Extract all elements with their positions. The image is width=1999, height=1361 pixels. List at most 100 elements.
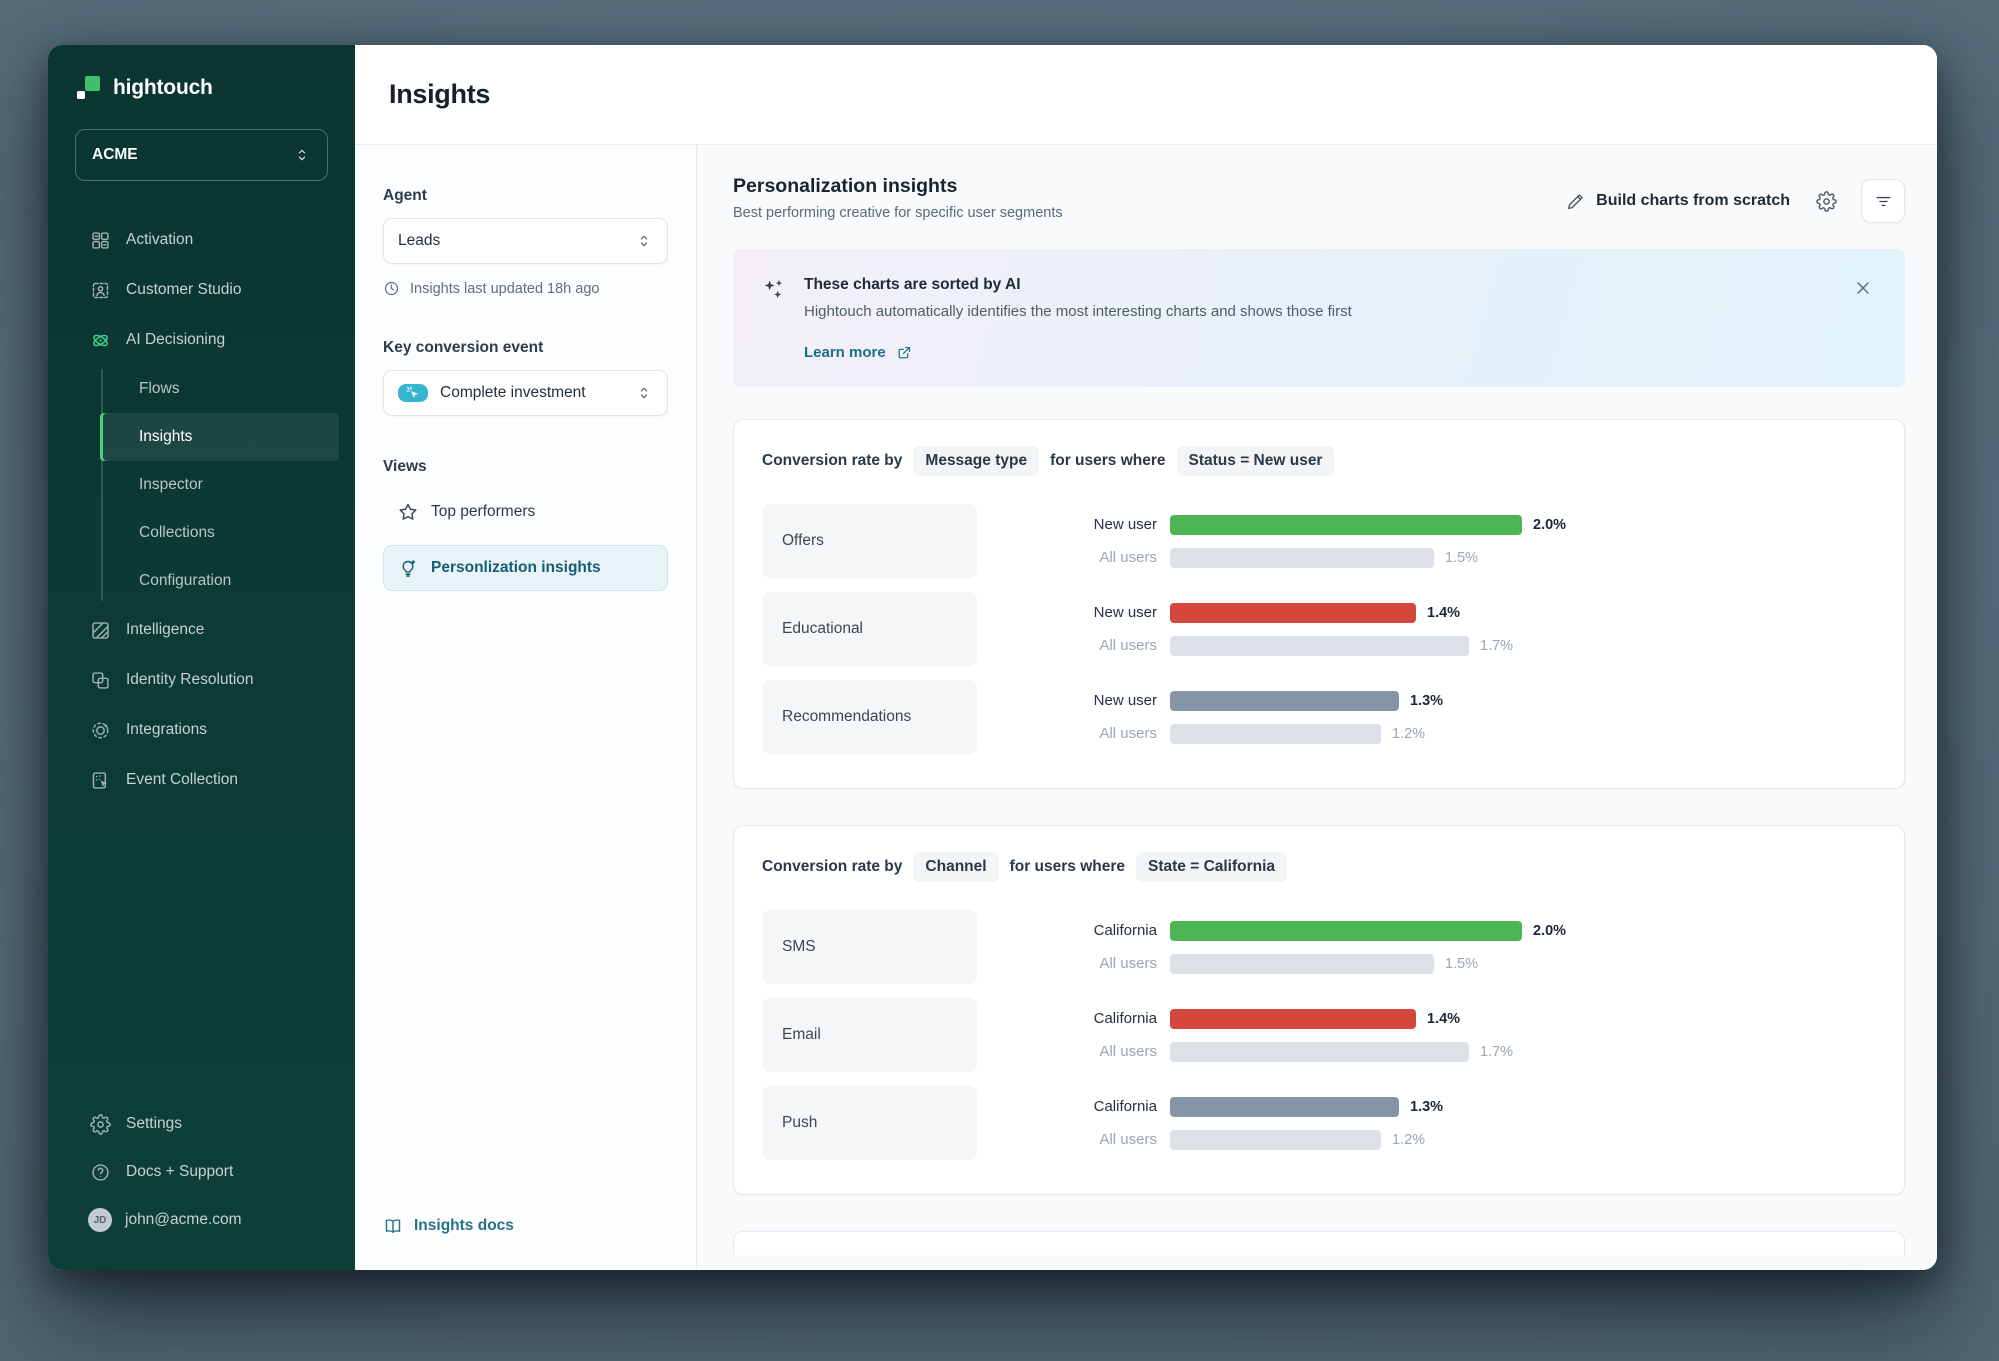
bar-value-label: 1.3% [1410, 1098, 1444, 1115]
sidebar-item-label: Event Collection [126, 771, 239, 788]
sidebar-footer: Settings Docs + Support JD john@acme.com [64, 1100, 339, 1244]
sidebar-item-customer-studio[interactable]: Customer Studio [64, 265, 339, 315]
dimension-chip[interactable]: Message type [913, 446, 1040, 476]
segment-filter-chip[interactable]: Status = New user [1176, 446, 1335, 476]
sidebar-item-docs-support[interactable]: Docs + Support [64, 1148, 339, 1196]
settings-gear-button[interactable] [1816, 190, 1837, 212]
series-label: New user [1093, 692, 1157, 709]
agent-value: Leads [398, 232, 441, 249]
sidebar-item-inspector[interactable]: Inspector [100, 461, 339, 509]
category-label: SMS [762, 910, 977, 984]
sparkles-icon [761, 277, 787, 303]
workspace-name: ACME [92, 146, 138, 163]
gear-icon [90, 1113, 111, 1135]
right-pane: Insights Agent Leads Insights last updat… [355, 45, 1937, 1270]
series-label: All users [1099, 1131, 1157, 1148]
app-window: hightouch ACME Activation Customer Studio… [48, 45, 1937, 1270]
sidebar-item-collections[interactable]: Collections [100, 509, 339, 557]
build-charts-label: Build charts from scratch [1596, 192, 1790, 209]
workspace-selector[interactable]: ACME [75, 129, 328, 181]
chevron-updown-icon [635, 384, 653, 402]
sidebar-item-configuration[interactable]: Configuration [100, 557, 339, 605]
learn-more-link[interactable]: Learn more [804, 344, 1352, 361]
user-account-row[interactable]: JD john@acme.com [64, 1196, 339, 1244]
banner-content: These charts are sorted by AI Hightouch … [804, 276, 1352, 361]
sidebar-item-intelligence[interactable]: Intelligence [64, 605, 339, 655]
last-updated-text: Insights last updated 18h ago [410, 280, 600, 297]
agent-select[interactable]: Leads [383, 218, 668, 264]
chart-title-prefix: Conversion rate by [762, 452, 903, 469]
bar-line: California 2.0% [1037, 919, 1566, 943]
gear-icon [1816, 190, 1837, 212]
chart-rows: SMS California 2.0% All users 1.5% Email Calif… [762, 910, 1876, 1160]
main-controls: Build charts from scratch [1566, 179, 1905, 223]
series-label: New user [1093, 604, 1157, 621]
page-title: Insights [389, 79, 491, 109]
activation-icon [90, 230, 111, 251]
next-chart-card-partial [733, 1231, 1905, 1255]
view-item-label: Personlization insights [431, 559, 601, 576]
series-label: California [1093, 1098, 1157, 1115]
close-icon [1853, 278, 1873, 298]
sidebar-item-insights[interactable]: Insights [100, 413, 339, 461]
integrations-icon [90, 720, 111, 741]
sidebar-subitem-label: Inspector [139, 476, 203, 493]
conversion-event-value: Complete investment [440, 384, 586, 401]
bar-segment [1170, 1096, 1399, 1117]
external-link-icon [896, 344, 913, 361]
bar-line: New user 1.3% [1037, 689, 1443, 713]
learn-more-label: Learn more [804, 344, 886, 361]
insights-docs-link[interactable]: Insights docs [383, 1216, 668, 1236]
bar-value-label: 2.0% [1533, 516, 1567, 533]
last-updated-status: Insights last updated 18h ago [383, 280, 668, 297]
view-item-personlization-insights[interactable]: Personlization insights [383, 545, 668, 591]
bar-line: All users 1.5% [1037, 952, 1566, 976]
sidebar-item-activation[interactable]: Activation [64, 215, 339, 265]
segment-filter-chip[interactable]: State = California [1136, 852, 1288, 882]
help-icon [90, 1162, 111, 1183]
filter-button[interactable] [1861, 179, 1905, 223]
sidebar-item-label: Intelligence [126, 621, 205, 638]
hightouch-logo: hightouch [75, 75, 339, 101]
bar-segment [1170, 1041, 1469, 1062]
sidebar-nav: Activation Customer Studio AI Decisioning F… [64, 215, 339, 805]
lightbulb-icon [398, 558, 418, 578]
sidebar-item-settings[interactable]: Settings [64, 1100, 339, 1148]
sidebar-item-flows[interactable]: Flows [100, 365, 339, 413]
bar-value-label: 1.5% [1445, 955, 1479, 972]
sidebar-item-identity-resolution[interactable]: Identity Resolution [64, 655, 339, 705]
view-item-top-performers[interactable]: Top performers [383, 489, 668, 535]
bar-segment [1170, 1008, 1416, 1029]
chevron-updown-icon [635, 232, 653, 250]
category-label: Email [762, 998, 977, 1072]
category-label: Offers [762, 504, 977, 578]
sidebar: hightouch ACME Activation Customer Studio… [48, 45, 355, 1270]
section-subtitle: Best performing creative for specific us… [733, 205, 1063, 221]
sidebar-item-event-collection[interactable]: Event Collection [64, 755, 339, 805]
series-label: California [1093, 1010, 1157, 1027]
build-charts-button[interactable]: Build charts from scratch [1566, 192, 1790, 211]
bar-segment [1170, 547, 1434, 568]
banner-title: These charts are sorted by AI [804, 276, 1021, 293]
banner-close-button[interactable] [1851, 276, 1875, 300]
bar-line: New user 2.0% [1037, 513, 1566, 537]
hightouch-logo-icon [75, 75, 101, 101]
chart-cards: Conversion rate by Message type for users … [733, 419, 1905, 1195]
conversion-event-select[interactable]: Complete investment [383, 370, 668, 416]
series-label: All users [1099, 725, 1157, 742]
category-label: Recommendations [762, 680, 977, 754]
sidebar-item-integrations[interactable]: Integrations [64, 705, 339, 755]
page-header: Insights [355, 45, 1937, 145]
main-content: Personalization insights Best performing… [697, 145, 1937, 1270]
bar-group: California 1.3% All users 1.2% [1037, 1095, 1443, 1152]
sidebar-item-ai-decisioning[interactable]: AI Decisioning [64, 315, 339, 365]
bar-value-label: 1.3% [1410, 692, 1444, 709]
bar-group: California 2.0% All users 1.5% [1037, 919, 1566, 976]
category-label: Push [762, 1086, 977, 1160]
dimension-chip[interactable]: Channel [913, 852, 999, 882]
chart-row-email: Email California 1.4% All users 1.7% [762, 998, 1876, 1072]
bar-value-label: 1.2% [1392, 1131, 1426, 1148]
chart-card-header: Conversion rate by Channel for users where… [762, 852, 1876, 882]
series-label: New user [1093, 516, 1157, 533]
